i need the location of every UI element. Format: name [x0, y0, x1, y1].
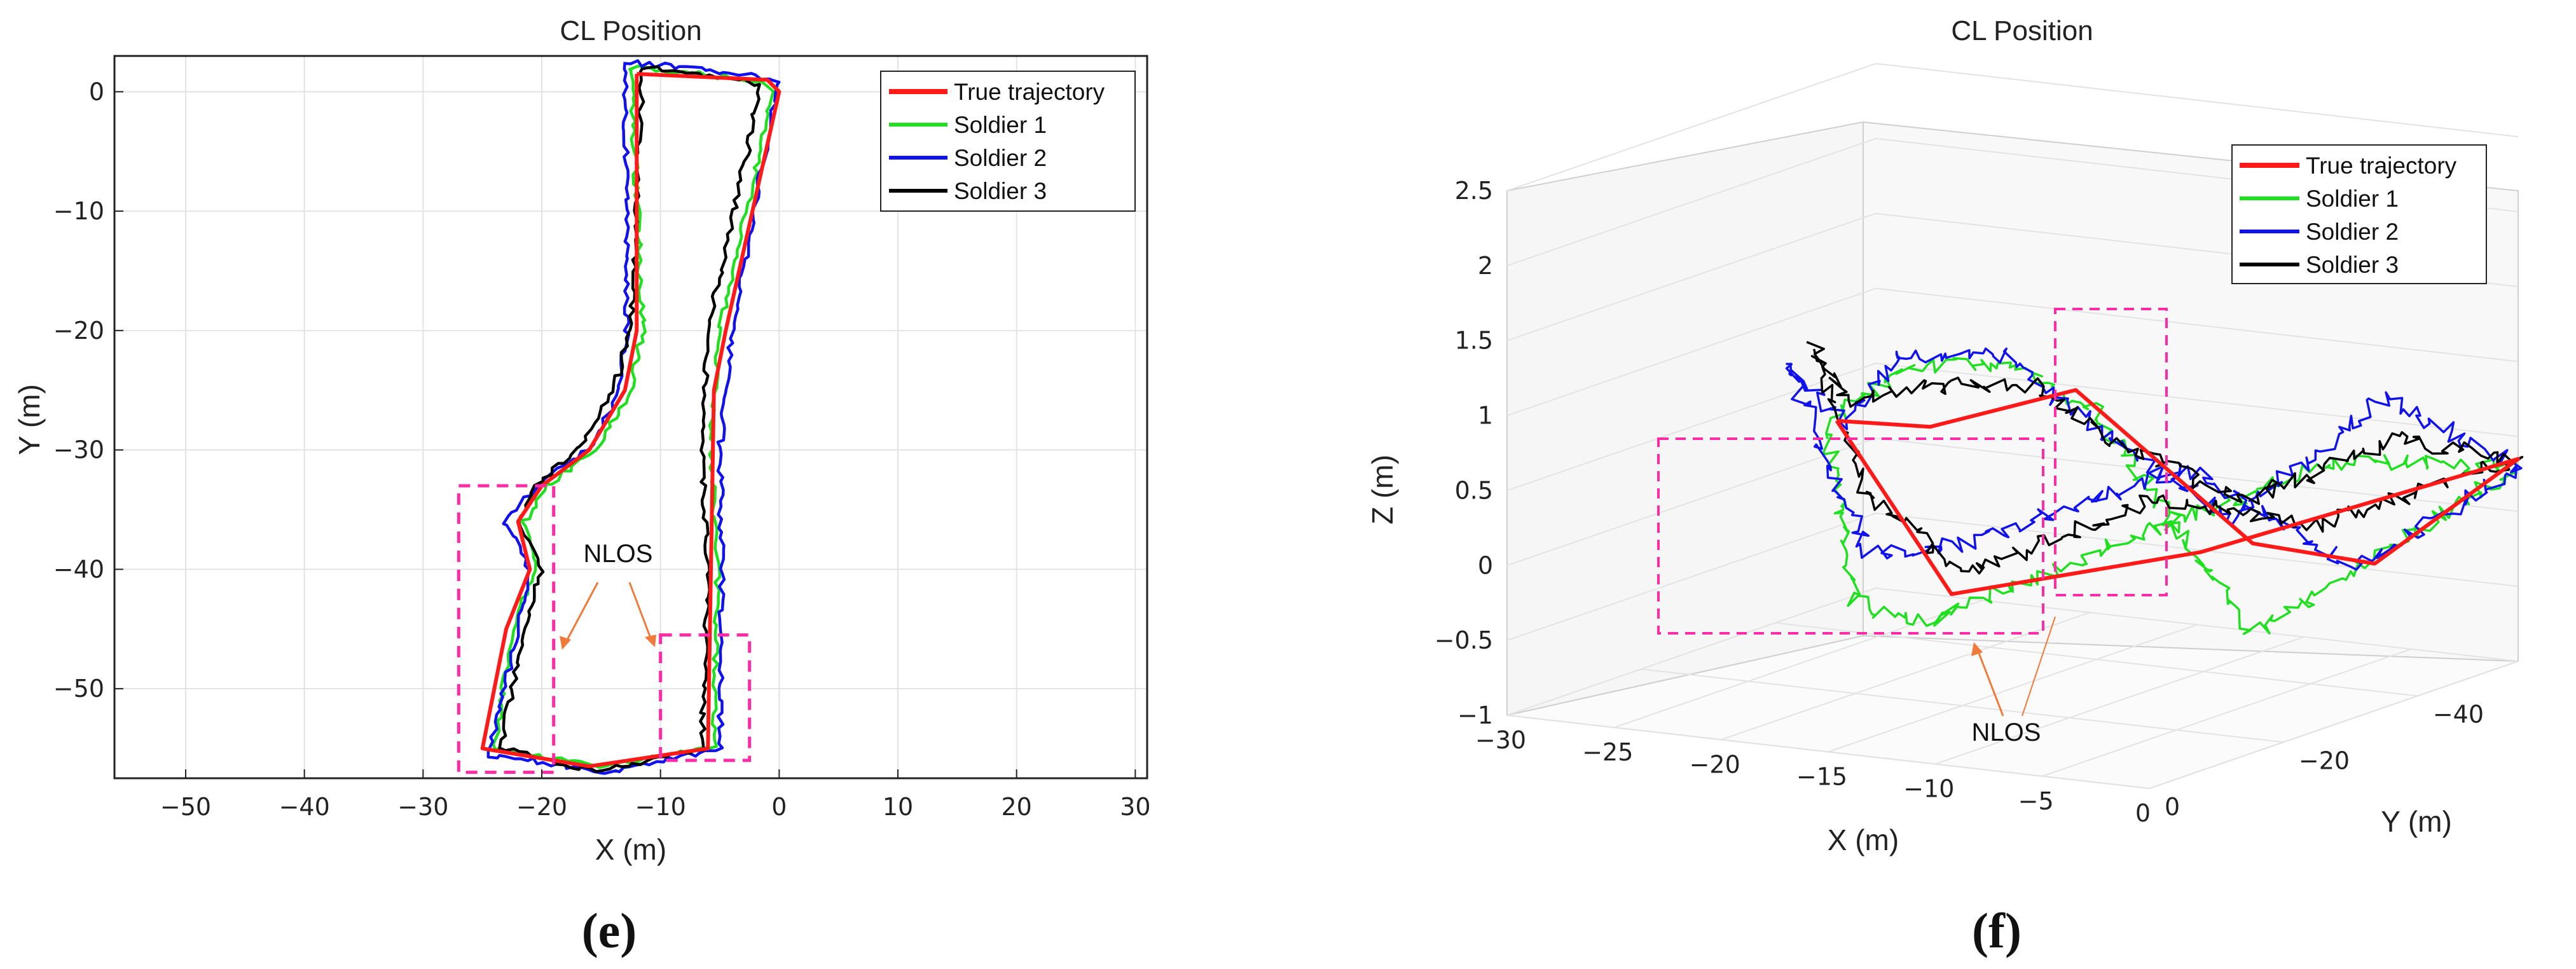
chart-f-xgrid — [1614, 600, 1983, 729]
chart-f-ztick-label: 1.5 — [1455, 327, 1493, 355]
chart-e-xtick-label: −40 — [279, 793, 330, 821]
chart-f-ztick-label: 0.5 — [1455, 476, 1493, 504]
chart-f-ztick-label: 2.5 — [1455, 177, 1493, 205]
chart-e-xtick-label: 0 — [771, 793, 787, 821]
chart-e-nlos-label: NLOS — [584, 540, 653, 568]
chart-f-legend-s1: Soldier 1 — [2306, 186, 2399, 212]
chart-e-legend-true: True trajectory — [954, 79, 1105, 105]
chart-f-series-soldier-2 — [1785, 347, 2523, 571]
chart-f-zgrid — [1506, 62, 2519, 191]
caption-f: (f) — [1972, 903, 2022, 958]
chart-f-ztick-label: −1 — [1457, 701, 1493, 729]
chart-e-ylabel: Y (m) — [13, 384, 46, 455]
chart-f-series-true-trajectory — [1835, 388, 2520, 596]
chart-f-legend-box — [2231, 144, 2487, 284]
chart-e-nlos-boxes — [457, 484, 752, 774]
chart-e-nlos-arrow-right — [628, 582, 652, 640]
chart-e-legend-s1: Soldier 1 — [954, 112, 1047, 138]
chart-f-zgrid — [1506, 362, 2519, 491]
chart-e-nlos-arrowhead-left — [560, 636, 571, 650]
chart-f-xgrid — [1935, 636, 2304, 765]
chart-f-xtick-label: −30 — [1475, 726, 1526, 754]
chart-e: CL Position −50 −40 −30 −20 −10 0 10 20 30 0 −10 −2… — [13, 15, 1151, 958]
chart-f-ytick-label: −20 — [2299, 746, 2350, 774]
chart-e-series — [480, 59, 782, 775]
chart-e-axes-frame — [113, 55, 1148, 780]
chart-e-ytick-label: −30 — [53, 436, 104, 464]
chart-f-xlabel: X (m) — [1828, 823, 1899, 856]
chart-e-ytick-label: 0 — [89, 78, 104, 106]
chart-f-title: CL Position — [1951, 15, 2093, 46]
chart-e-xtick-label: 30 — [1120, 793, 1150, 821]
chart-e-xtick-label: −20 — [516, 793, 567, 821]
chart-f-ygrid — [1506, 715, 2150, 789]
chart-f-xgrid — [2042, 648, 2411, 777]
chart-f: CL Position 2.5 2 1.5 1 0.5 0 −0.5 −1−30 −25 −20 −… — [1366, 15, 2524, 958]
chart-e-xtick-label: 20 — [1001, 793, 1031, 821]
chart-e-ytick-label: −40 — [53, 555, 104, 583]
chart-f-xtick-label: −15 — [1796, 763, 1847, 791]
chart-e-nlos-arrowhead-right — [645, 635, 656, 647]
chart-e-nlos-box-1 — [457, 484, 556, 774]
chart-f-nlos-arrow-left — [1976, 649, 2004, 717]
caption-e: (e) — [582, 903, 637, 958]
chart-f-zgrid — [1506, 287, 2519, 416]
chart-f-xtick-label: −5 — [2018, 787, 2054, 815]
chart-f-xgrid — [1828, 624, 2198, 753]
chart-f-nlos-box-left — [1657, 437, 2044, 635]
chart-f-xtick-label: −10 — [1903, 775, 1954, 803]
chart-f-zlabel: Z (m) — [1366, 455, 1399, 525]
chart-f-ztick-label: 0 — [1478, 551, 1493, 579]
chart-e-nlos-box-2 — [659, 633, 752, 762]
chart-f-ticks: 2.521.510.50−0.5−1−30 −25 −20 −15 −10 −5 0 0−20… — [1435, 177, 2484, 827]
chart-f-nlos-box-right — [2054, 308, 2168, 596]
chart-e-xtick-label: −30 — [397, 793, 448, 821]
chart-e-ytick-label: −10 — [53, 197, 104, 225]
chart-f-zgrid — [1506, 512, 2519, 642]
chart-f-xtick-label: −20 — [1690, 750, 1740, 778]
chart-f-nlos-arrow-right — [2022, 616, 2056, 717]
chart-f-xgrid — [1506, 588, 1877, 716]
chart-e-legend-box — [880, 71, 1136, 212]
chart-e-ytick-label: −20 — [53, 317, 104, 345]
chart-f-ztick-label: 1 — [1478, 402, 1493, 430]
chart-e-legend-s3: Soldier 3 — [954, 178, 1047, 204]
chart-f-ytick-label: −40 — [2433, 701, 2484, 729]
chart-e-series-soldier-3 — [498, 65, 761, 773]
chart-f-legend-s3: Soldier 3 — [2306, 252, 2399, 278]
chart-e-legend-s2: Soldier 2 — [954, 145, 1047, 171]
chart-f-ygrid — [1775, 622, 2418, 697]
chart-f-xgrid — [2149, 661, 2519, 789]
chart-f-xtick-label: −25 — [1582, 738, 1633, 766]
chart-f-zgrid — [1506, 437, 2519, 567]
chart-e-legend: True trajectory Soldier 1 Soldier 2 Sold… — [880, 71, 1136, 212]
chart-e-xtick-label: −10 — [635, 793, 686, 821]
chart-f-ygrid — [1641, 668, 2284, 743]
chart-e-ticks: −50 −40 −30 −20 −10 0 10 20 30 0 −10 −20 −30 −40 −50 — [53, 78, 1151, 821]
chart-e-xtick-label: −50 — [160, 793, 211, 821]
chart-f-series-soldier-1 — [1822, 357, 2517, 635]
chart-e-xlabel: X (m) — [595, 833, 666, 866]
chart-f-xtick-label: 0 — [2135, 799, 2151, 827]
chart-f-ztick-label: 2 — [1478, 252, 1493, 280]
chart-f-ytick-label: 0 — [2165, 793, 2180, 821]
chart-f-ztick-label: −0.5 — [1435, 626, 1493, 654]
chart-e-title: CL Position — [560, 15, 701, 46]
chart-f-legend-s2: Soldier 2 — [2306, 219, 2399, 245]
chart-e-series-true-trajectory — [480, 72, 782, 769]
chart-e-xtick-label: 10 — [883, 793, 913, 821]
chart-f-legend: True trajectory Soldier 1 Soldier 2 Sold… — [2231, 144, 2487, 284]
chart-e-ytick-label: −50 — [53, 675, 104, 703]
chart-f-nlos-arrowhead-left — [1971, 642, 1983, 656]
chart-f-series — [1785, 341, 2524, 635]
chart-e-nlos-arrow-left — [565, 582, 599, 643]
chart-f-legend-true: True trajectory — [2306, 153, 2457, 179]
chart-f-nlos-label: NLOS — [1972, 718, 2041, 746]
chart-f-ylabel: Y (m) — [2381, 805, 2452, 838]
